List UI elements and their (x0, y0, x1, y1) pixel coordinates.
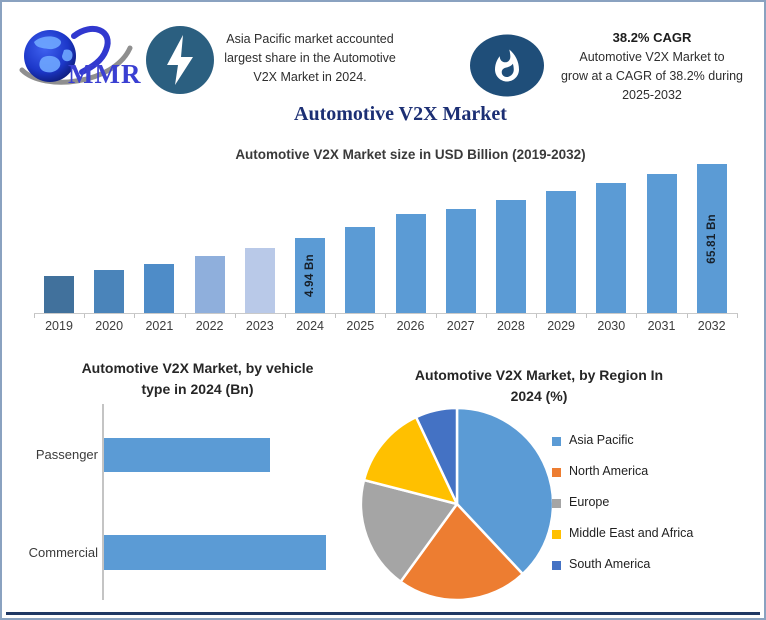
x-axis-label-2025: 2025 (346, 319, 375, 333)
x-axis-tick (435, 314, 437, 318)
x-axis-label-2019: 2019 (45, 319, 73, 333)
x-axis-label-2030: 2030 (597, 319, 626, 333)
x-axis-label-2027: 2027 (446, 319, 475, 333)
bar-2022 (194, 256, 225, 313)
bar-2019 (44, 276, 74, 313)
region-legend: Asia Pacific North America Europe Middle Ea… (552, 433, 693, 575)
x-axis-tick (385, 314, 387, 318)
legend-item-middle-east-and-africa: Middle East and Africa (552, 526, 693, 544)
bottom-rule (6, 612, 760, 615)
legend-swatch (552, 468, 561, 477)
callout-line: 2025-2032 (622, 88, 682, 102)
bar-2029 (546, 191, 577, 313)
logo-text: MMR (68, 59, 141, 89)
bar-2032: 65.81 Bn (696, 164, 727, 313)
bar-2028 (495, 200, 526, 313)
x-axis-label-2020: 2020 (95, 319, 124, 333)
hbar-passenger (104, 438, 270, 472)
bar-2025 (345, 227, 376, 313)
flame-icon (469, 34, 545, 97)
legend-item-europe: Europe (552, 495, 693, 513)
legend-label: Middle East and Africa (569, 526, 694, 540)
region-pie-chart (357, 404, 557, 604)
callout-line: Automotive V2X Market to (579, 50, 725, 64)
legend-item-south-america: South America (552, 557, 693, 575)
vehicle-chart-axis-line (102, 404, 104, 600)
pie-slice-south-america (414, 406, 459, 506)
legend-swatch (552, 561, 561, 570)
logo-curve (71, 25, 111, 75)
hbar-label-passenger: Passenger (35, 447, 98, 462)
hbar-commercial (104, 535, 326, 570)
x-axis-tick (335, 314, 337, 318)
bar-2026 (395, 214, 426, 313)
x-axis-label-2024: 2024 (296, 319, 324, 333)
x-axis-tick (636, 314, 638, 318)
callout-line: V2X Market in 2024. (253, 70, 367, 84)
pie-slice-europe (359, 478, 459, 583)
x-axis-label-2029: 2029 (547, 319, 575, 333)
pie-slice-middle-east-and-africa (362, 415, 459, 506)
x-axis-tick (284, 314, 286, 318)
page-title: Automotive V2X Market (294, 103, 507, 125)
x-axis-tick (134, 314, 136, 318)
legend-label: Asia Pacific (569, 433, 634, 447)
market-size-chart-title: Automotive V2X Market size in USD Billio… (235, 147, 586, 162)
logo-swoosh (19, 45, 133, 85)
vehicle-chart-title: Automotive V2X Market, by vehicle type i… (81, 360, 314, 397)
x-axis-label-2026: 2026 (396, 319, 425, 333)
x-axis-tick (84, 314, 86, 318)
pie-slice-asia-pacific (455, 406, 555, 576)
x-axis-tick (234, 314, 236, 318)
bar-2020 (94, 270, 125, 313)
callout-asia-pacific: Asia Pacific market accounted largest sh… (212, 30, 408, 87)
bar-2030 (596, 183, 627, 313)
hbar-label-commercial: Commercial (28, 544, 98, 560)
x-axis-label-2023: 2023 (245, 319, 274, 333)
x-axis-tick (485, 314, 487, 318)
bar-2021 (144, 264, 175, 313)
bar-2027 (445, 209, 476, 313)
bar-2023 (244, 248, 275, 313)
legend-label: South America (569, 557, 651, 571)
x-axis-label-2031: 2031 (647, 319, 676, 333)
legend-item-north-america: North America (552, 464, 693, 482)
callout-cagr: 38.2% CAGR Automotive V2X Market to grow… (545, 28, 759, 105)
x-axis-tick (33, 314, 35, 318)
legend-swatch (552, 530, 561, 539)
x-axis-label-2022: 2022 (195, 319, 224, 333)
x-axis-label-2021: 2021 (145, 319, 174, 333)
x-axis-line (34, 313, 738, 314)
x-axis-tick (184, 314, 186, 318)
x-axis-label-2032: 2032 (697, 319, 726, 333)
legend-swatch (552, 437, 561, 446)
legend-label: North America (569, 464, 649, 478)
x-axis-label-2028: 2028 (496, 319, 525, 333)
mmr-globe-logo: MMR (16, 20, 148, 92)
region-chart-title: Automotive V2X Market, by Region In 2024… (414, 367, 664, 404)
callout-line: Asia Pacific market accounted (226, 32, 394, 46)
callout-line: grow at a CAGR of 38.2% during (560, 69, 744, 83)
bar-2024: 4.94 Bn (295, 238, 326, 313)
pie-slice-north-america (399, 502, 524, 602)
x-axis-tick (586, 314, 588, 318)
x-axis-tick (536, 314, 537, 318)
x-axis-tick (686, 314, 688, 318)
bar-2031 (646, 174, 677, 313)
legend-swatch (552, 499, 561, 508)
legend-label: Europe (569, 495, 610, 509)
legend-item-asia-pacific: Asia Pacific (552, 433, 693, 451)
lightning-icon (145, 25, 215, 95)
callout-line: largest share in the Automotive (224, 51, 396, 65)
x-axis-tick (736, 314, 738, 318)
cagr-value: 38.2% CAGR (612, 30, 692, 45)
